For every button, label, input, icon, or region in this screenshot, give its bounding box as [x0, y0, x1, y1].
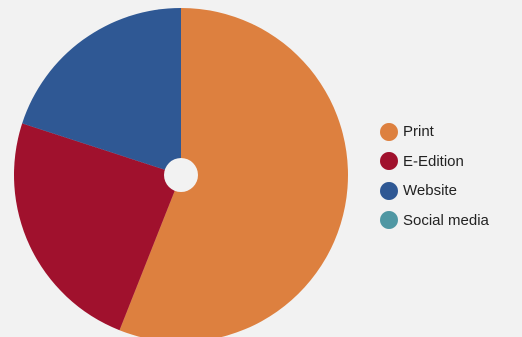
legend-swatch: [380, 122, 398, 141]
legend-label: Social media: [403, 211, 489, 229]
legend-item: E-Edition: [380, 147, 489, 177]
pie-slice-e-edition: [13, 123, 182, 331]
legend-swatch: [380, 181, 398, 200]
legend-item: Print: [380, 117, 489, 147]
legend-label: E-Edition: [403, 152, 464, 170]
legend-label: Print: [403, 123, 434, 141]
legend-item: Website: [380, 176, 489, 206]
legend: Print E-Edition Website Social media: [380, 117, 489, 235]
legend-swatch: [380, 152, 398, 171]
pie-slice-print: [119, 8, 348, 337]
donut-hole: [164, 158, 198, 192]
pie-slices: [13, 8, 348, 337]
legend-item: Social media: [380, 206, 489, 236]
pie-slice-website: [22, 8, 182, 175]
legend-swatch: [380, 211, 398, 230]
legend-label: Website: [403, 182, 457, 200]
